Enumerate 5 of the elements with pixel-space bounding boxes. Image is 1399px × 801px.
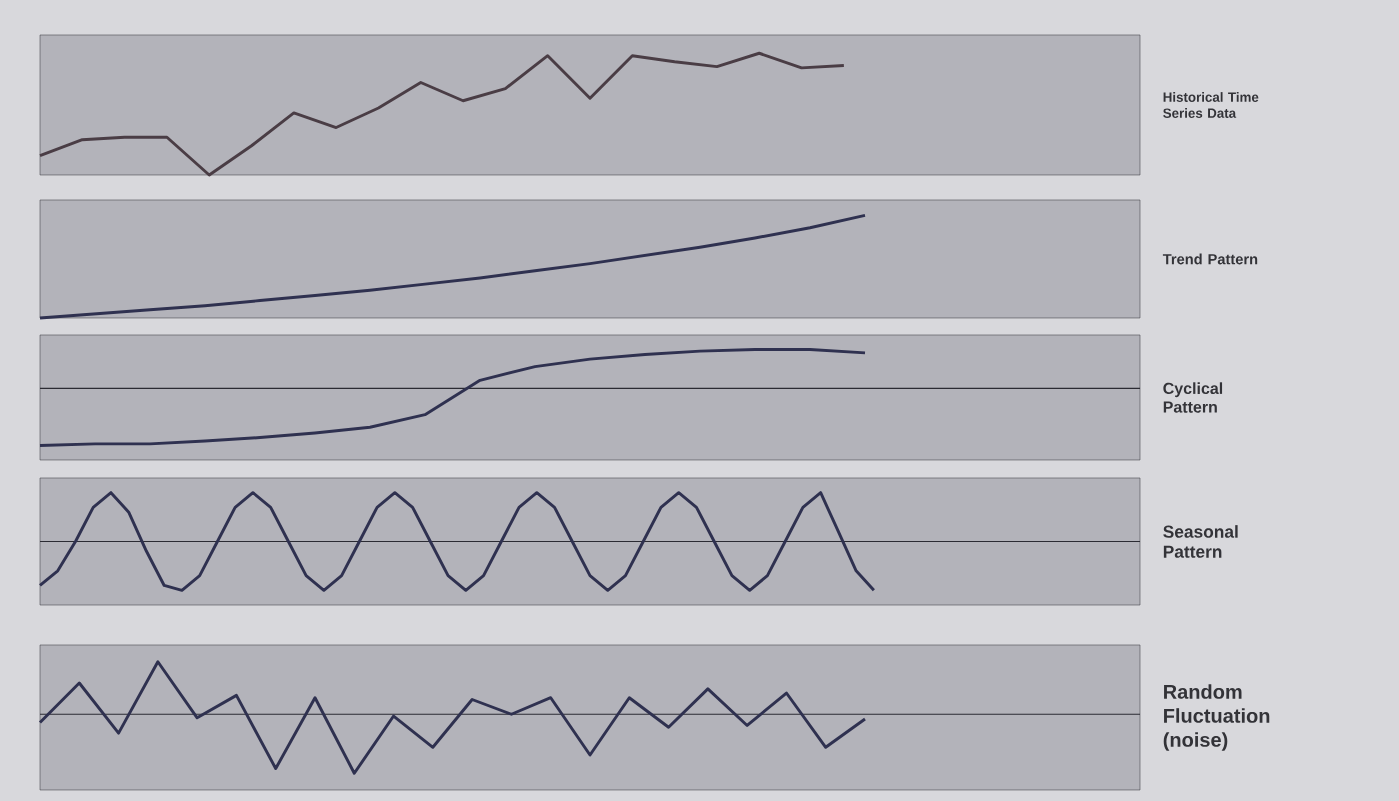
text: Historical Time Series Data [1163,92,1259,118]
text: Cyclical Pattern [1163,382,1223,413]
text: Trend Pattern [1162,253,1258,265]
text: Random Fluctuation (noise) [1163,684,1270,751]
text: Seasonal Pattern [1163,525,1238,558]
